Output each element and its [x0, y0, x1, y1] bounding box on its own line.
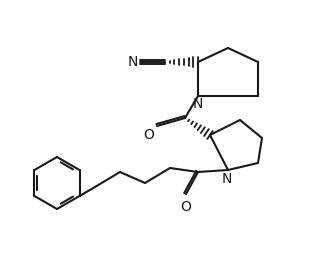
Text: N: N — [193, 97, 203, 111]
Text: N: N — [222, 172, 232, 186]
Text: O: O — [143, 128, 154, 142]
Text: N: N — [127, 55, 138, 69]
Text: O: O — [181, 200, 192, 214]
